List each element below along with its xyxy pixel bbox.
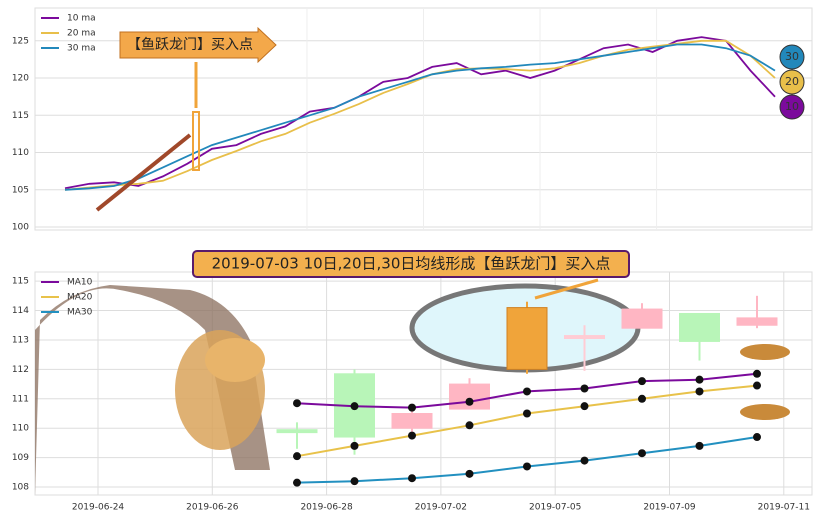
y-tick-label: 120 — [12, 74, 29, 84]
ma-dot — [638, 449, 646, 458]
ma-dot — [695, 441, 704, 450]
legend-label: 10 ma — [67, 14, 96, 24]
ma-dot — [523, 462, 531, 471]
y-tick-label: 105 — [12, 185, 29, 195]
ma-dot — [350, 402, 359, 411]
y-tick-label: 108 — [12, 483, 29, 493]
legend-label: MA10 — [67, 278, 93, 288]
legend-label: 30 ma — [67, 44, 96, 54]
ma-line — [64, 43, 776, 191]
ma-dot — [523, 409, 531, 418]
y-tick-label: 125 — [12, 36, 29, 46]
end-badge-label: 30 — [785, 50, 799, 63]
trend-arrow — [95, 133, 192, 212]
candle-body — [391, 413, 433, 429]
ma-dot — [753, 369, 761, 378]
annotation: 【鱼跃龙门】买入点 — [127, 36, 253, 53]
ma-dot — [350, 441, 359, 450]
candle-body — [679, 312, 720, 342]
ma-dot — [580, 456, 589, 465]
ma-dot — [580, 402, 589, 411]
x-tick-label: 2019-06-24 — [72, 503, 125, 513]
end-badge — [779, 94, 805, 120]
x-tick-label: 2019-06-28 — [300, 503, 353, 513]
ma-dot — [580, 384, 589, 393]
ma-dot — [753, 381, 761, 390]
y-tick-label: 112 — [12, 365, 29, 375]
y-tick-label: 109 — [12, 453, 29, 463]
y-tick-label: 113 — [12, 335, 29, 345]
y-tick-label: 111 — [12, 394, 29, 404]
x-tick-label: 2019-07-11 — [758, 503, 810, 513]
buy-marker — [192, 111, 200, 171]
ma-dot — [465, 469, 474, 478]
candle-body — [564, 335, 605, 339]
dog-head — [205, 338, 265, 382]
x-tick-label: 2019-07-09 — [643, 503, 696, 513]
ma-dot — [408, 431, 416, 440]
ma-dot — [408, 403, 416, 412]
title-arrow — [534, 278, 599, 300]
ma-dot — [695, 387, 704, 396]
x-tick-label: 2019-07-05 — [529, 503, 581, 513]
ma-dot — [753, 433, 761, 442]
candle-body — [736, 317, 778, 326]
x-tick-label: 2019-06-26 — [186, 503, 239, 513]
end-badge-label: 20 — [785, 75, 799, 88]
legend-label: MA20 — [67, 293, 93, 303]
legend-label: MA30 — [67, 308, 93, 318]
fish — [740, 404, 790, 420]
ma-dot — [638, 377, 646, 386]
annotation-arrow-box — [119, 26, 277, 64]
y-tick-label: 115 — [12, 111, 29, 121]
ma-line — [64, 36, 776, 190]
bottom-plot — [34, 271, 813, 496]
x-tick-label: 2019-07-02 — [415, 503, 467, 513]
candle-body — [506, 307, 548, 370]
ma-dot — [523, 387, 531, 396]
legend-label: 20 ma — [67, 29, 96, 39]
y-tick-label: 110 — [12, 424, 29, 434]
title-box — [192, 250, 630, 278]
y-tick-label: 114 — [12, 306, 29, 316]
ma-dot — [695, 375, 704, 384]
candle-body — [621, 308, 663, 329]
ma-dot — [465, 397, 474, 406]
end-badge — [779, 44, 805, 70]
ma-dot — [293, 478, 301, 487]
ma-line — [64, 39, 776, 191]
ma-dot — [350, 477, 359, 486]
y-tick-label: 115 — [12, 277, 29, 287]
ma-dot — [293, 399, 301, 408]
chart-title: 2019-07-03 10日,20日,30日均线形成【鱼跃龙门】买入点 — [212, 255, 611, 273]
ma-dot — [638, 394, 646, 403]
y-tick-label: 110 — [12, 148, 29, 158]
end-badge-label: 10 — [785, 100, 799, 113]
candle-body — [276, 429, 318, 434]
end-badge — [779, 69, 805, 95]
y-tick-label: 100 — [12, 223, 29, 233]
ma-dot — [293, 452, 301, 461]
ma-dot — [408, 474, 416, 483]
ma-dot — [465, 421, 474, 430]
fish — [740, 344, 790, 360]
